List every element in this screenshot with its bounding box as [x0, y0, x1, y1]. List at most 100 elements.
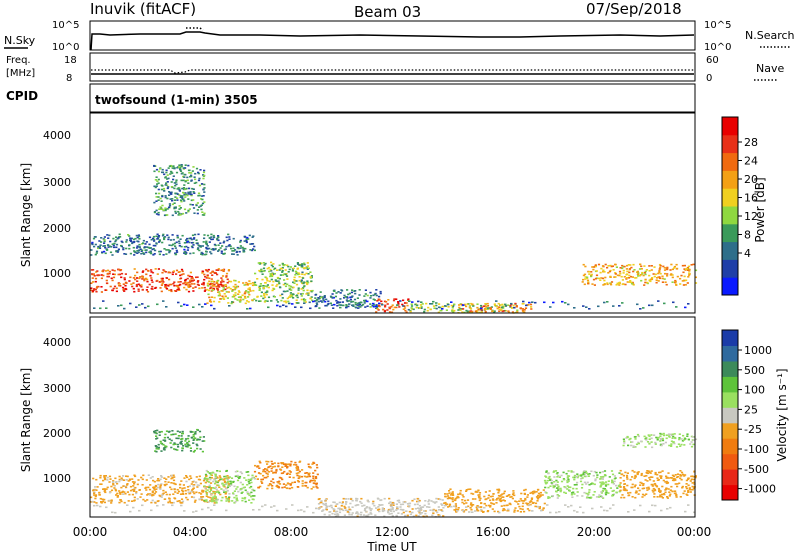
range-gate-cell: [645, 493, 648, 495]
range-gate-cell: [631, 476, 634, 478]
range-gate-cell: [679, 475, 682, 477]
range-gate-cell: [239, 489, 242, 491]
range-gate-cell: [122, 493, 125, 495]
range-gate-cell: [449, 494, 453, 496]
range-gate-cell: [151, 281, 154, 283]
range-gate-cell: [96, 486, 99, 488]
range-gate-cell: [170, 289, 173, 291]
nave-tick-bottom: 0: [706, 73, 712, 84]
range-gate-cell: [635, 490, 638, 492]
range-gate-cell: [664, 272, 667, 275]
range-gate-cell: [433, 307, 436, 309]
range-gate-cell: [532, 490, 535, 493]
range-gate-cell: [317, 297, 320, 299]
range-gate-cell: [184, 440, 187, 442]
range-gate-cell: [444, 493, 447, 495]
range-gate-cell: [112, 276, 116, 279]
range-gate-cell: [430, 500, 433, 502]
range-gate-cell: [307, 294, 310, 296]
range-gate-cell: [165, 249, 168, 251]
range-gate-cell: [498, 308, 501, 310]
range-gate-cell: [599, 271, 602, 274]
range-gate-cell: [566, 488, 569, 490]
range-gate-cell: [188, 283, 191, 286]
range-gate-cell: [585, 483, 588, 485]
range-gate-cell: [278, 277, 281, 280]
range-gate-cell: [603, 488, 606, 490]
range-gate-cell: [186, 283, 189, 286]
range-gate-cell: [191, 277, 194, 279]
nsky-label: N.Sky: [4, 34, 36, 47]
range-gate-cell: [423, 308, 426, 311]
range-gate-cell: [276, 283, 279, 286]
range-gate-cell: [171, 247, 174, 250]
range-gate-cell: [552, 486, 555, 489]
range-gate-cell: [234, 294, 237, 296]
range-gate-cell: [359, 500, 362, 503]
range-gate-cell: [224, 288, 227, 291]
range-gate-cell: [316, 303, 319, 306]
range-gate-cell: [626, 281, 629, 283]
range-gate-cell: [122, 248, 125, 251]
range-gate-cell: [324, 499, 327, 502]
range-gate-cell: [275, 468, 278, 471]
range-gate-cell: [537, 506, 540, 508]
range-gate-cell: [569, 486, 572, 489]
range-gate-cell: [197, 192, 201, 195]
range-gate-cell: [324, 502, 327, 505]
range-gate-cell: [209, 496, 212, 499]
range-gate-cell: [174, 443, 177, 445]
range-gate-cell: [608, 270, 611, 273]
range-gate-cell: [211, 283, 214, 285]
range-gate-cell: [529, 492, 532, 494]
range-gate-cell: [665, 480, 668, 483]
range-gate-cell: [153, 170, 156, 173]
range-gate-cell: [679, 445, 682, 447]
range-gate-cell: [440, 309, 443, 312]
range-gate-cell: [178, 245, 181, 247]
range-gate-cell: [208, 283, 212, 286]
range-gate-cell: [418, 510, 421, 513]
range-gate-cell: [598, 494, 601, 496]
range-gate-cell: [197, 171, 200, 174]
range-gate-cell: [675, 494, 678, 497]
range-gate-cell: [438, 514, 441, 517]
range-gate-cell: [158, 431, 161, 433]
range-gate-cell: [101, 270, 104, 272]
range-gate-cell: [345, 509, 348, 511]
range-gate-cell: [182, 179, 185, 182]
range-gate-cell: [427, 500, 430, 503]
range-gate-cell: [93, 504, 96, 507]
range-gate-cell: [423, 510, 426, 512]
range-gate-cell: [176, 251, 179, 253]
range-gate-cell: [448, 503, 451, 506]
range-gate-cell: [453, 309, 456, 312]
range-gate-cell: [263, 293, 266, 295]
range-gate-cell: [344, 498, 347, 500]
range-gate-cell: [172, 238, 175, 241]
range-gate-cell: [165, 253, 168, 255]
colorbar-tick-label: 500: [744, 364, 765, 377]
range-gate-cell: [277, 277, 280, 280]
range-gate-cell: [266, 463, 269, 465]
range-gate-cell: [281, 274, 284, 276]
range-gate-cell: [636, 473, 639, 476]
range-gate-cell: [378, 508, 381, 511]
colorbar-swatch: [722, 330, 738, 346]
range-gate-cell: [634, 438, 637, 440]
range-gate-cell: [277, 281, 281, 284]
range-gate-cell: [248, 494, 251, 497]
range-gate-cell: [416, 500, 419, 503]
range-gate-cell: [222, 285, 225, 288]
range-gate-cell: [115, 494, 118, 496]
range-gate-cell: [334, 513, 337, 516]
range-gate-cell: [108, 272, 111, 275]
range-gate-cell: [588, 473, 591, 475]
range-gate-cell: [103, 242, 106, 244]
range-gate-cell: [117, 248, 120, 251]
range-gate-cell: [183, 208, 187, 211]
range-gate-cell: [261, 478, 264, 481]
range-gate-cell: [339, 306, 342, 309]
range-gate-cell: [514, 302, 517, 305]
range-gate-cell: [183, 510, 186, 512]
